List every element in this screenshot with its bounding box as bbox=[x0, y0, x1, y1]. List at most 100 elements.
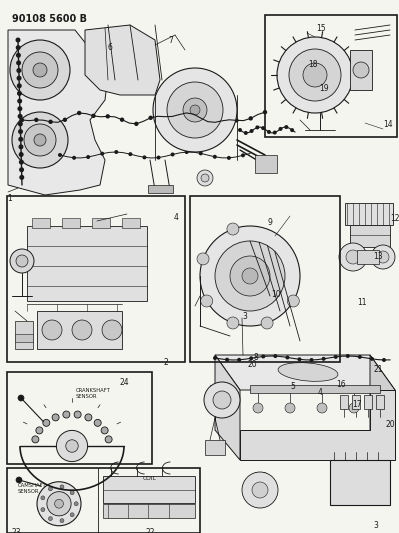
Bar bbox=[32, 218, 50, 228]
Circle shape bbox=[105, 436, 112, 443]
Circle shape bbox=[77, 111, 81, 115]
Circle shape bbox=[213, 356, 217, 360]
Circle shape bbox=[215, 241, 285, 311]
Ellipse shape bbox=[278, 362, 338, 381]
Circle shape bbox=[100, 152, 104, 156]
Circle shape bbox=[285, 403, 295, 413]
Bar bbox=[103, 476, 195, 503]
Bar bbox=[357, 250, 379, 264]
Polygon shape bbox=[240, 390, 395, 460]
Circle shape bbox=[253, 403, 263, 413]
Text: 16: 16 bbox=[336, 380, 346, 389]
Circle shape bbox=[37, 482, 81, 526]
Circle shape bbox=[33, 63, 47, 77]
Circle shape bbox=[43, 419, 50, 426]
Polygon shape bbox=[8, 30, 108, 195]
Circle shape bbox=[267, 130, 271, 134]
Circle shape bbox=[16, 60, 21, 66]
Circle shape bbox=[241, 154, 245, 157]
Text: 20: 20 bbox=[248, 360, 258, 369]
Circle shape bbox=[17, 99, 22, 103]
Circle shape bbox=[204, 382, 240, 418]
Circle shape bbox=[32, 436, 39, 443]
Circle shape bbox=[41, 496, 45, 500]
Circle shape bbox=[205, 119, 210, 124]
Circle shape bbox=[16, 37, 20, 43]
Circle shape bbox=[353, 62, 369, 78]
Text: 24: 24 bbox=[120, 378, 130, 387]
Circle shape bbox=[287, 295, 299, 307]
Circle shape bbox=[16, 477, 22, 483]
Circle shape bbox=[22, 52, 58, 88]
Circle shape bbox=[134, 122, 138, 126]
Circle shape bbox=[183, 98, 207, 122]
Bar bbox=[350, 50, 372, 90]
Bar bbox=[37, 311, 122, 349]
Circle shape bbox=[48, 487, 52, 491]
Circle shape bbox=[19, 152, 24, 157]
Circle shape bbox=[197, 253, 209, 265]
Text: COIL: COIL bbox=[143, 476, 157, 481]
Circle shape bbox=[252, 482, 268, 498]
Bar bbox=[15, 334, 33, 342]
Circle shape bbox=[242, 472, 278, 508]
Circle shape bbox=[249, 356, 253, 360]
Circle shape bbox=[74, 502, 78, 506]
Circle shape bbox=[36, 427, 43, 434]
Circle shape bbox=[358, 355, 362, 359]
Circle shape bbox=[63, 411, 70, 418]
Circle shape bbox=[128, 152, 132, 156]
Circle shape bbox=[19, 159, 24, 165]
Circle shape bbox=[382, 358, 386, 362]
Circle shape bbox=[70, 491, 74, 495]
Bar bbox=[364, 395, 372, 409]
Circle shape bbox=[220, 119, 224, 123]
Circle shape bbox=[106, 114, 110, 118]
Circle shape bbox=[339, 243, 367, 271]
Polygon shape bbox=[215, 355, 240, 460]
Text: 4: 4 bbox=[174, 213, 179, 222]
Text: 17: 17 bbox=[352, 400, 361, 409]
Circle shape bbox=[227, 223, 239, 235]
Text: 2: 2 bbox=[163, 358, 168, 367]
Circle shape bbox=[148, 116, 153, 120]
Circle shape bbox=[263, 110, 267, 115]
Text: 90108 5600 B: 90108 5600 B bbox=[12, 14, 87, 24]
Text: 23: 23 bbox=[12, 528, 22, 533]
Circle shape bbox=[34, 118, 38, 122]
Circle shape bbox=[346, 354, 350, 358]
Circle shape bbox=[371, 245, 395, 269]
Bar bbox=[340, 395, 348, 409]
Circle shape bbox=[18, 122, 23, 126]
Circle shape bbox=[19, 175, 24, 180]
Circle shape bbox=[153, 68, 237, 152]
Circle shape bbox=[213, 155, 217, 159]
Circle shape bbox=[16, 68, 21, 73]
Circle shape bbox=[19, 167, 24, 172]
Circle shape bbox=[16, 76, 22, 80]
Circle shape bbox=[94, 419, 101, 426]
Circle shape bbox=[48, 119, 53, 124]
Bar bbox=[345, 203, 393, 225]
Circle shape bbox=[10, 249, 34, 273]
Text: 7: 7 bbox=[168, 36, 173, 45]
Polygon shape bbox=[85, 25, 160, 95]
Circle shape bbox=[279, 127, 282, 131]
Circle shape bbox=[66, 440, 78, 452]
Circle shape bbox=[261, 354, 265, 359]
Circle shape bbox=[74, 411, 81, 418]
Circle shape bbox=[47, 491, 71, 516]
Text: 21: 21 bbox=[374, 365, 383, 374]
Bar bbox=[265, 15, 397, 137]
Bar bbox=[7, 196, 185, 362]
Circle shape bbox=[201, 174, 209, 182]
Text: 3: 3 bbox=[242, 312, 247, 321]
Circle shape bbox=[322, 357, 326, 361]
Circle shape bbox=[250, 129, 254, 133]
Circle shape bbox=[72, 320, 92, 340]
Circle shape bbox=[55, 499, 63, 508]
Circle shape bbox=[41, 507, 45, 512]
Circle shape bbox=[18, 136, 23, 142]
Circle shape bbox=[238, 128, 242, 132]
Bar bbox=[376, 395, 384, 409]
